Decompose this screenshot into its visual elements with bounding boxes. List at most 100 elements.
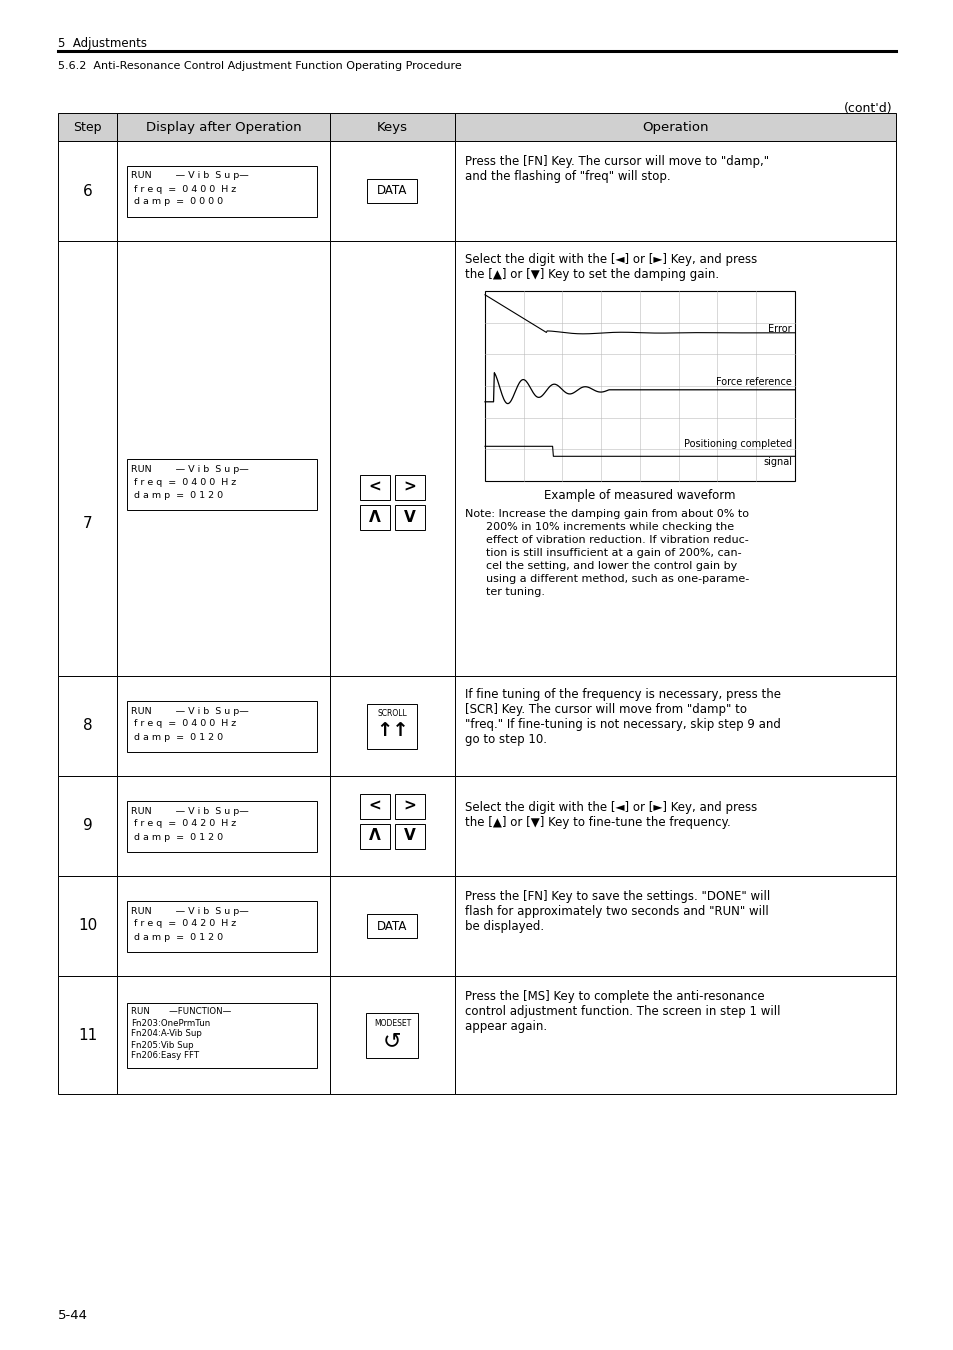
Text: RUN        — V i b  S u p—: RUN — V i b S u p— <box>131 466 249 474</box>
Text: Operation: Operation <box>641 120 708 134</box>
Text: Fn206:Easy FFT: Fn206:Easy FFT <box>131 1052 199 1061</box>
Bar <box>484 292 794 481</box>
Text: the [▲] or [▼] Key to set the damping gain.: the [▲] or [▼] Key to set the damping ga… <box>464 269 719 281</box>
Bar <box>117 676 330 776</box>
Bar <box>117 776 330 876</box>
Text: Fn205:Vib Sup: Fn205:Vib Sup <box>131 1041 193 1049</box>
Bar <box>58 676 117 776</box>
Text: d a m p  =  0 0 0 0: d a m p = 0 0 0 0 <box>131 197 223 207</box>
Bar <box>127 900 316 952</box>
Text: f r e q  =  0 4 0 0  H z: f r e q = 0 4 0 0 H z <box>131 478 236 487</box>
Bar <box>367 180 417 202</box>
Text: 9: 9 <box>83 818 92 833</box>
Text: Press the [FN] Key. The cursor will move to "damp,": Press the [FN] Key. The cursor will move… <box>464 155 768 167</box>
Text: Λ: Λ <box>369 829 380 844</box>
Bar <box>58 976 117 1094</box>
Text: Display after Operation: Display after Operation <box>146 120 301 134</box>
Bar <box>330 140 455 242</box>
Text: control adjustment function. The screen in step 1 will: control adjustment function. The screen … <box>464 1004 780 1018</box>
Text: be displayed.: be displayed. <box>464 919 543 933</box>
Text: "freq." If fine-tuning is not necessary, skip step 9 and: "freq." If fine-tuning is not necessary,… <box>464 718 781 730</box>
Text: d a m p  =  0 1 2 0: d a m p = 0 1 2 0 <box>131 933 223 941</box>
Bar <box>58 242 117 676</box>
Bar <box>58 776 117 876</box>
Bar <box>117 113 330 140</box>
Text: RUN        — V i b  S u p—: RUN — V i b S u p— <box>131 706 249 716</box>
Text: 10: 10 <box>78 918 97 933</box>
Text: V: V <box>404 829 416 844</box>
Text: MODESET: MODESET <box>374 1018 411 1027</box>
Bar <box>455 676 895 776</box>
Text: RUN        — V i b  S u p—: RUN — V i b S u p— <box>131 906 249 915</box>
Bar <box>127 801 316 852</box>
Bar <box>58 140 117 242</box>
Bar <box>58 113 117 140</box>
Text: Select the digit with the [◄] or [►] Key, and press: Select the digit with the [◄] or [►] Key… <box>464 801 757 814</box>
Bar <box>359 794 390 818</box>
Text: <: < <box>368 479 381 494</box>
Bar <box>330 876 455 976</box>
Text: and the flashing of "freq" will stop.: and the flashing of "freq" will stop. <box>464 170 670 184</box>
Bar <box>455 876 895 976</box>
Text: 6: 6 <box>83 184 92 198</box>
Bar <box>367 914 417 938</box>
Bar <box>455 140 895 242</box>
Text: RUN        — V i b  S u p—: RUN — V i b S u p— <box>131 171 249 181</box>
Bar <box>455 113 895 140</box>
Bar <box>395 794 424 818</box>
Text: f r e q  =  0 4 2 0  H z: f r e q = 0 4 2 0 H z <box>131 919 236 929</box>
Bar <box>330 976 455 1094</box>
Text: Press the [FN] Key to save the settings. "DONE" will: Press the [FN] Key to save the settings.… <box>464 890 769 903</box>
Bar <box>127 459 316 510</box>
Text: f r e q  =  0 4 0 0  H z: f r e q = 0 4 0 0 H z <box>131 720 236 729</box>
Bar <box>127 166 316 216</box>
Bar <box>455 776 895 876</box>
Text: d a m p  =  0 1 2 0: d a m p = 0 1 2 0 <box>131 491 223 500</box>
Bar <box>455 976 895 1094</box>
Bar <box>455 242 895 676</box>
Bar <box>359 824 390 849</box>
Text: Positioning completed: Positioning completed <box>683 439 791 450</box>
Text: ↑↑: ↑↑ <box>375 721 409 741</box>
Bar <box>367 703 417 748</box>
Text: Force reference: Force reference <box>716 377 791 387</box>
Text: DATA: DATA <box>377 919 407 933</box>
Text: d a m p  =  0 1 2 0: d a m p = 0 1 2 0 <box>131 733 223 741</box>
Bar <box>395 824 424 849</box>
Bar <box>127 701 316 752</box>
Text: [SCR] Key. The cursor will move from "damp" to: [SCR] Key. The cursor will move from "da… <box>464 703 746 716</box>
Text: Example of measured waveform: Example of measured waveform <box>543 489 735 502</box>
Text: the [▲] or [▼] Key to fine-tune the frequency.: the [▲] or [▼] Key to fine-tune the freq… <box>464 815 730 829</box>
Text: tion is still insufficient at a gain of 200%, can-: tion is still insufficient at a gain of … <box>464 548 740 558</box>
Text: Press the [MS] Key to complete the anti-resonance: Press the [MS] Key to complete the anti-… <box>464 990 763 1003</box>
Bar <box>127 1003 316 1068</box>
Text: signal: signal <box>762 458 791 467</box>
Text: Step: Step <box>73 120 102 134</box>
Text: SCROLL: SCROLL <box>377 710 407 718</box>
Text: V: V <box>404 509 416 525</box>
Text: Keys: Keys <box>376 120 408 134</box>
Text: 11: 11 <box>78 1027 97 1042</box>
Text: f r e q  =  0 4 2 0  H z: f r e q = 0 4 2 0 H z <box>131 819 236 829</box>
Text: 5-44: 5-44 <box>58 1310 88 1322</box>
Text: >: > <box>403 479 416 494</box>
Bar <box>330 113 455 140</box>
Bar <box>366 1012 418 1057</box>
Bar <box>117 140 330 242</box>
Text: RUN       —FUNCTION—: RUN —FUNCTION— <box>131 1007 231 1017</box>
Bar <box>117 976 330 1094</box>
Text: Λ: Λ <box>369 509 380 525</box>
Bar <box>117 876 330 976</box>
Text: >: > <box>403 798 416 814</box>
Bar <box>58 876 117 976</box>
Text: Fn203:OnePrmTun: Fn203:OnePrmTun <box>131 1018 210 1027</box>
Text: 5  Adjustments: 5 Adjustments <box>58 36 147 50</box>
Text: cel the setting, and lower the control gain by: cel the setting, and lower the control g… <box>464 562 737 571</box>
Bar <box>330 776 455 876</box>
Text: go to step 10.: go to step 10. <box>464 733 546 747</box>
Text: RUN        — V i b  S u p—: RUN — V i b S u p— <box>131 806 249 815</box>
Text: Note: Increase the damping gain from about 0% to: Note: Increase the damping gain from abo… <box>464 509 748 518</box>
Bar <box>330 242 455 676</box>
Text: Select the digit with the [◄] or [►] Key, and press: Select the digit with the [◄] or [►] Key… <box>464 252 757 266</box>
Bar <box>117 242 330 676</box>
